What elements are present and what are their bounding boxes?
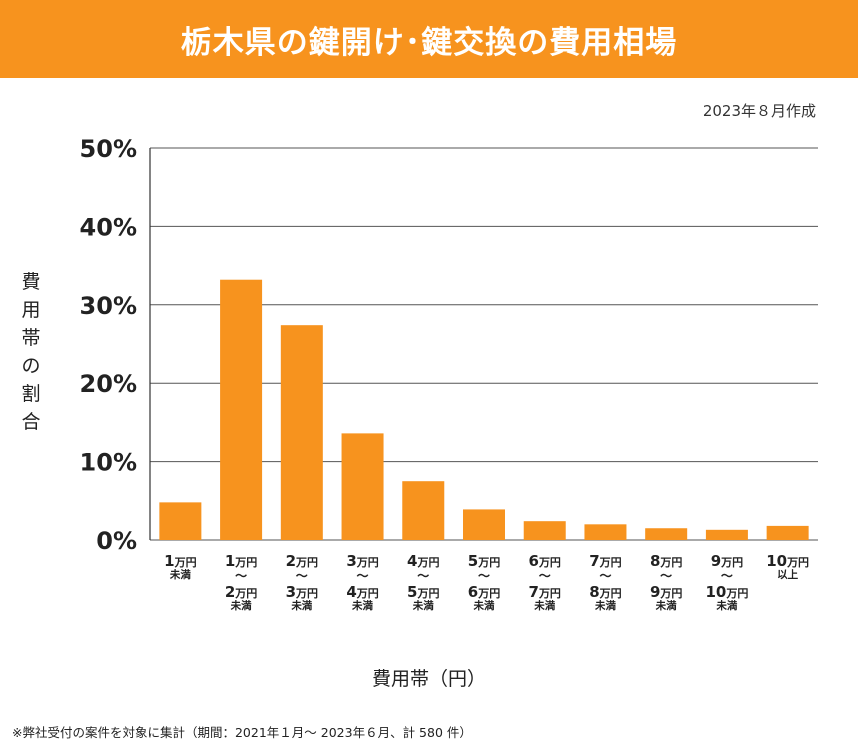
footnote: ※弊社受付の案件を対象に集計（期間：2021年１月～ 2023年６月、計 580… xyxy=(12,725,472,740)
x-tick-text: ～ xyxy=(660,569,672,583)
bar xyxy=(705,529,748,540)
y-tick-label: 30% xyxy=(80,292,137,320)
x-tick-text: 2万円 xyxy=(225,583,257,601)
bar xyxy=(645,528,688,540)
y-axis-label-char: 用 xyxy=(21,299,41,321)
x-axis-label: 費用帯（円） xyxy=(371,668,486,690)
y-tick-label: 10% xyxy=(80,449,137,477)
x-tick-text: 未満 xyxy=(230,599,252,612)
x-tick-text: 2万円 xyxy=(286,552,318,570)
x-tick-text: 10万円 xyxy=(705,583,748,601)
x-tick-text: 7万円 xyxy=(529,583,561,601)
y-tick-label: 20% xyxy=(80,370,137,398)
x-tick-text: 1万円 xyxy=(164,552,196,570)
x-tick-text: 9万円 xyxy=(711,552,743,570)
x-tick-text: 6万円 xyxy=(468,583,500,601)
x-tick-text: 以上 xyxy=(777,568,798,581)
date-note: 2023年８月作成 xyxy=(702,102,816,120)
y-axis-label-char: 費 xyxy=(21,271,41,293)
y-tick-label: 0% xyxy=(96,527,137,555)
x-tick-text: 未満 xyxy=(290,599,312,612)
y-axis-label-char: 帯 xyxy=(21,327,41,349)
bar xyxy=(766,525,809,540)
x-tick-text: 10万円 xyxy=(766,552,809,570)
x-tick-text: ～ xyxy=(539,569,551,583)
bar xyxy=(220,279,263,540)
x-tick-text: 8万円 xyxy=(650,552,682,570)
x-tick-text: ～ xyxy=(417,569,429,583)
y-tick-label: 50% xyxy=(80,135,137,163)
x-tick-text: ～ xyxy=(478,569,490,583)
x-tick-text: 9万円 xyxy=(650,583,682,601)
chart-title: 栃木県の鍵開け･鍵交換の費用相場 xyxy=(180,24,678,61)
y-axis-label: 費用帯の割合 xyxy=(18,268,44,436)
x-tick-text: 未満 xyxy=(351,599,373,612)
x-tick-text: 未満 xyxy=(533,599,555,612)
x-tick-text: 未満 xyxy=(594,599,616,612)
x-tick-text: 8万円 xyxy=(589,583,621,601)
x-tick-text: 4万円 xyxy=(407,552,439,570)
x-tick-text: 未満 xyxy=(655,599,677,612)
x-tick-text: 未満 xyxy=(412,599,434,612)
x-tick-text: 5万円 xyxy=(407,583,439,601)
x-tick-text: ～ xyxy=(357,569,369,583)
y-tick-label: 40% xyxy=(80,213,137,241)
y-axis-label-char: 割 xyxy=(21,383,41,405)
x-tick-text: 未満 xyxy=(473,599,495,612)
bar xyxy=(341,433,384,540)
x-tick-text: ～ xyxy=(599,569,611,583)
y-axis-label-char: 合 xyxy=(21,411,41,433)
x-tick-text: 未満 xyxy=(169,568,191,581)
bar xyxy=(523,521,566,540)
x-tick-text: ～ xyxy=(296,569,308,583)
x-tick-text: 未満 xyxy=(715,599,737,612)
x-tick-text: 4万円 xyxy=(346,583,378,601)
x-tick-text: 7万円 xyxy=(589,552,621,570)
bar xyxy=(402,481,445,540)
bar xyxy=(159,502,202,540)
bar xyxy=(463,509,505,540)
bar xyxy=(584,524,627,540)
x-tick-text: 6万円 xyxy=(529,552,561,570)
x-tick-text: 3万円 xyxy=(286,583,318,601)
x-tick-text: 1万円 xyxy=(225,552,257,570)
bar xyxy=(280,325,323,540)
chart-title-banner: 栃木県の鍵開け･鍵交換の費用相場 xyxy=(0,0,858,78)
x-tick-text: 5万円 xyxy=(468,552,500,570)
x-tick-text: 3万円 xyxy=(346,552,378,570)
x-tick-text: ～ xyxy=(721,569,733,583)
x-tick-text: ～ xyxy=(235,569,247,583)
y-axis-label-char: の xyxy=(21,355,41,377)
